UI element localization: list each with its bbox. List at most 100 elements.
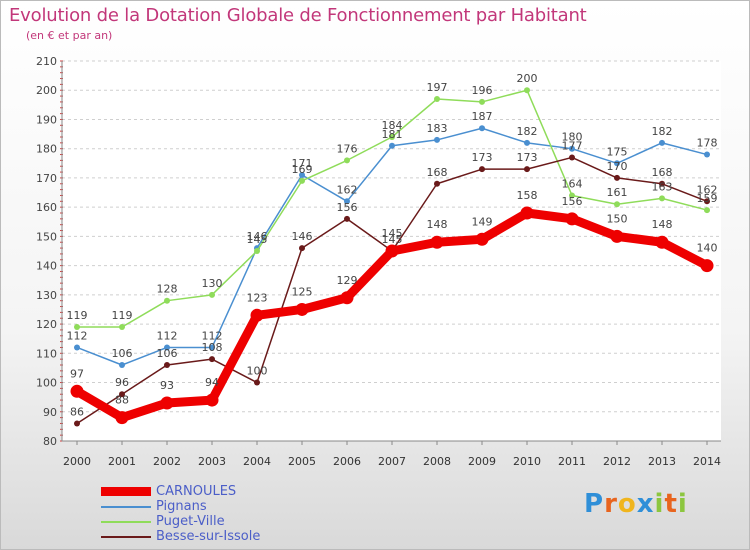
legend-swatch	[101, 535, 151, 538]
data-point	[565, 212, 579, 226]
data-label: 178	[697, 137, 718, 150]
data-label: 173	[517, 151, 538, 164]
data-label: 112	[202, 329, 223, 342]
data-point	[209, 356, 215, 363]
data-label: 106	[112, 347, 133, 360]
data-point	[205, 393, 219, 407]
data-point	[115, 411, 129, 425]
data-point	[655, 235, 669, 249]
x-tick-label: 2010	[513, 455, 541, 468]
legend-label: Puget-Ville	[156, 514, 225, 529]
y-tick-label: 150	[36, 230, 57, 243]
data-label: 176	[337, 142, 358, 155]
data-label: 93	[160, 379, 174, 392]
x-tick-label: 2012	[603, 455, 631, 468]
y-tick-label: 110	[36, 347, 57, 360]
data-point	[119, 362, 125, 368]
data-label: 130	[202, 277, 223, 290]
data-point	[700, 259, 714, 273]
data-label: 180	[562, 131, 583, 144]
data-label: 171	[292, 157, 313, 170]
data-label: 177	[562, 139, 583, 152]
data-point	[164, 362, 170, 368]
legend-item: Besse-sur-Issole	[101, 529, 260, 544]
data-label: 197	[427, 81, 448, 94]
x-tick-label: 2003	[198, 455, 226, 468]
y-tick-label: 100	[36, 377, 57, 390]
data-point	[569, 145, 575, 152]
legend-item: CARNOULES	[101, 484, 260, 499]
data-point	[704, 207, 710, 214]
x-tick-label: 2004	[243, 455, 271, 468]
y-tick-label: 200	[36, 84, 57, 97]
data-label: 175	[607, 145, 628, 158]
data-point	[209, 291, 215, 298]
data-point	[70, 384, 84, 398]
data-point	[434, 180, 440, 187]
y-tick-label: 160	[36, 201, 57, 214]
data-label: 140	[697, 242, 718, 255]
data-point	[295, 302, 309, 316]
y-tick-label: 190	[36, 113, 57, 126]
data-point	[299, 177, 305, 184]
data-label: 88	[115, 394, 129, 407]
data-point	[659, 180, 665, 187]
data-label: 184	[382, 119, 403, 132]
data-label: 196	[472, 84, 493, 97]
y-tick-label: 210	[36, 55, 57, 68]
data-label: 100	[247, 365, 268, 378]
data-point	[119, 391, 125, 398]
data-label: 97	[70, 367, 84, 380]
data-label: 164	[562, 177, 583, 190]
data-label: 146	[247, 230, 268, 243]
y-tick-label: 120	[36, 318, 57, 331]
data-point	[659, 139, 665, 146]
data-label: 148	[427, 218, 448, 231]
data-point	[209, 344, 215, 351]
data-label: 156	[337, 201, 358, 214]
data-label: 119	[112, 309, 133, 322]
data-point	[614, 174, 620, 181]
data-point	[610, 229, 624, 243]
data-point	[569, 154, 575, 161]
data-label: 129	[337, 274, 358, 287]
data-label: 119	[67, 309, 88, 322]
data-point	[524, 166, 530, 173]
data-point	[520, 206, 534, 220]
data-point	[659, 195, 665, 202]
x-tick-label: 2011	[558, 455, 586, 468]
data-label: 162	[697, 183, 718, 196]
x-tick-label: 2006	[333, 455, 361, 468]
logo-letter: t	[664, 489, 678, 519]
data-point	[569, 192, 575, 199]
data-point	[430, 235, 444, 249]
data-point	[299, 245, 305, 252]
x-tick-label: 2001	[108, 455, 136, 468]
data-point	[704, 151, 710, 158]
data-label: 162	[337, 183, 358, 196]
data-point	[389, 134, 395, 140]
data-label: 94	[205, 376, 219, 389]
data-point	[119, 324, 125, 330]
data-point	[74, 324, 80, 330]
x-tick-label: 2000	[63, 455, 91, 468]
data-label: 182	[517, 125, 538, 138]
legend-label: CARNOULES	[156, 484, 237, 499]
data-label: 187	[472, 110, 493, 123]
legend-item: Puget-Ville	[101, 514, 260, 529]
y-tick-label: 90	[43, 406, 57, 419]
legend-label: Besse-sur-Issole	[156, 529, 261, 544]
data-label: 161	[607, 186, 628, 199]
data-label: 96	[115, 376, 129, 389]
legend-swatch	[101, 505, 151, 508]
data-point	[614, 160, 620, 167]
x-tick-label: 2005	[288, 455, 316, 468]
y-tick-label: 170	[36, 172, 57, 185]
data-point	[524, 139, 530, 146]
data-point	[340, 291, 354, 305]
logo-letter: P	[584, 489, 605, 519]
data-label: 86	[70, 405, 84, 418]
data-point	[479, 166, 485, 173]
data-point	[254, 379, 260, 386]
